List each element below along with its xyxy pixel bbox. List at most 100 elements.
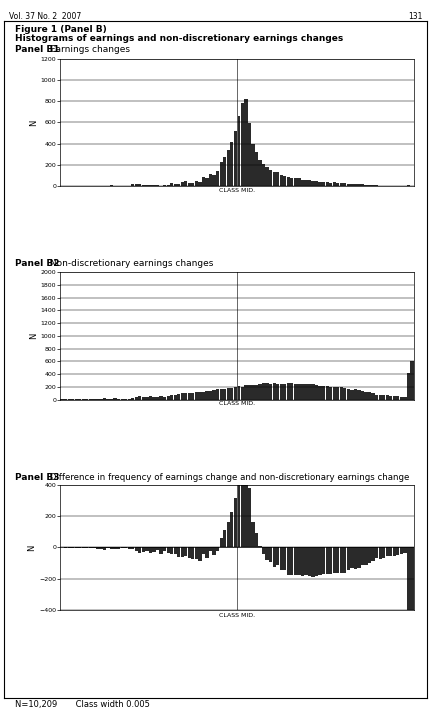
Bar: [283, 175, 286, 186]
Bar: [103, 547, 106, 550]
Bar: [395, 396, 399, 400]
Bar: [135, 547, 138, 551]
Bar: [339, 183, 342, 186]
Bar: [78, 547, 81, 548]
Bar: [99, 547, 102, 548]
Bar: [99, 399, 102, 400]
Bar: [297, 547, 300, 575]
Bar: [156, 547, 159, 550]
Bar: [304, 180, 307, 186]
Bar: [342, 183, 346, 186]
Bar: [342, 387, 346, 400]
Bar: [293, 547, 296, 575]
Bar: [124, 399, 127, 400]
Bar: [304, 547, 307, 575]
Bar: [286, 178, 289, 186]
Bar: [170, 395, 173, 400]
Bar: [205, 391, 208, 400]
Bar: [261, 164, 264, 186]
Text: CLASS MID.: CLASS MID.: [218, 401, 255, 406]
Bar: [311, 547, 314, 577]
Bar: [346, 547, 349, 570]
Bar: [329, 547, 332, 574]
Bar: [374, 185, 378, 186]
Bar: [254, 385, 258, 400]
Bar: [233, 387, 236, 400]
Bar: [170, 183, 173, 186]
Bar: [173, 547, 176, 554]
Text: Panel B3: Panel B3: [15, 473, 59, 482]
Bar: [205, 178, 208, 186]
Bar: [148, 185, 152, 186]
Bar: [187, 393, 190, 400]
Bar: [318, 182, 321, 186]
Bar: [177, 183, 180, 186]
Bar: [187, 183, 190, 186]
Bar: [353, 184, 356, 186]
Bar: [283, 547, 286, 570]
Bar: [223, 531, 226, 547]
Y-axis label: N: N: [29, 120, 38, 125]
Bar: [177, 547, 180, 556]
Bar: [173, 395, 176, 400]
Bar: [148, 547, 152, 553]
Bar: [131, 547, 134, 549]
Bar: [68, 547, 71, 548]
Bar: [187, 547, 190, 558]
Bar: [392, 547, 395, 556]
Bar: [244, 100, 247, 186]
Bar: [371, 547, 374, 561]
Bar: [276, 384, 279, 400]
Bar: [251, 384, 254, 400]
Bar: [276, 547, 279, 565]
Bar: [251, 521, 254, 547]
Bar: [124, 547, 127, 548]
Bar: [325, 183, 328, 186]
Bar: [300, 547, 303, 576]
Bar: [198, 182, 201, 186]
Bar: [110, 399, 113, 400]
Bar: [300, 384, 303, 400]
Bar: [138, 547, 141, 553]
Bar: [381, 395, 384, 400]
Bar: [329, 183, 332, 186]
Bar: [399, 397, 402, 400]
Bar: [265, 167, 268, 186]
Bar: [212, 175, 215, 186]
Bar: [378, 547, 381, 558]
Bar: [293, 384, 296, 400]
Bar: [113, 547, 117, 549]
Bar: [304, 384, 307, 400]
Bar: [350, 390, 353, 400]
Bar: [356, 547, 360, 568]
Bar: [283, 384, 286, 400]
Bar: [406, 185, 409, 186]
Bar: [335, 547, 338, 573]
Bar: [145, 185, 148, 186]
Bar: [314, 385, 317, 400]
Bar: [156, 397, 159, 400]
Bar: [409, 362, 413, 400]
Bar: [201, 178, 205, 186]
Bar: [166, 396, 169, 400]
Bar: [180, 393, 184, 400]
Bar: [212, 547, 215, 555]
Bar: [191, 393, 194, 400]
Bar: [314, 547, 317, 576]
Bar: [180, 183, 184, 186]
Bar: [159, 547, 162, 554]
Bar: [244, 454, 247, 547]
Bar: [177, 395, 180, 400]
Bar: [272, 547, 275, 567]
Bar: [388, 396, 391, 400]
Text: Histograms of earnings and non-discretionary earnings changes: Histograms of earnings and non-discretio…: [15, 34, 343, 43]
Bar: [332, 547, 335, 573]
Bar: [194, 547, 197, 559]
Bar: [240, 102, 243, 186]
Bar: [240, 387, 243, 400]
Bar: [339, 547, 342, 574]
Text: N=10,209       Class width 0.005: N=10,209 Class width 0.005: [15, 700, 150, 710]
Bar: [297, 178, 300, 186]
Bar: [71, 547, 74, 548]
Bar: [170, 547, 173, 554]
